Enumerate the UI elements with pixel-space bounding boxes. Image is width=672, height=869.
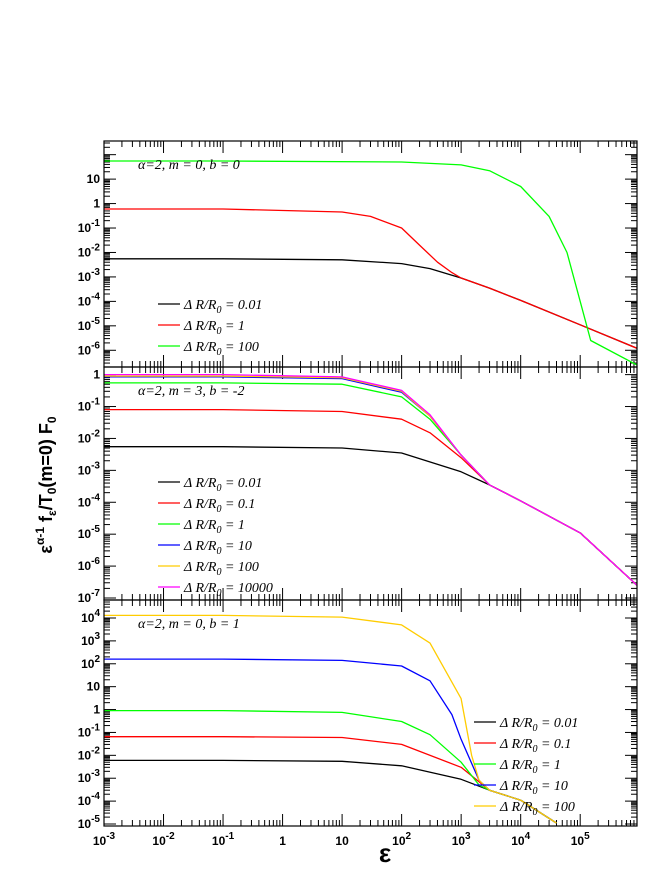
- legend: Δ R/R0 = 0.01 Δ R/R0 = 0.1 Δ R/R0 = 1 Δ R/R…: [474, 716, 578, 818]
- y-tick-label: 10-4: [78, 291, 101, 308]
- legend-entry: Δ R/R0 = 1: [499, 758, 561, 776]
- legend-entry: Δ R/R0 = 0.1: [499, 737, 571, 755]
- legend-entry: Δ R/R0 = 0.1: [183, 497, 255, 515]
- legend-entry: Δ R/R0 = 1: [183, 319, 245, 337]
- y-tick-label: 10-1: [78, 397, 101, 414]
- legend-entry: Δ R/R0 = 0.01: [499, 716, 578, 734]
- x-tick-label: 105: [571, 831, 590, 848]
- legend-entry: Δ R/R0 = 10000: [183, 581, 273, 599]
- x-tick-label: 10-1: [212, 831, 235, 848]
- y-tick-label: 10-2: [78, 242, 101, 259]
- y-tick-label: 10-4: [78, 791, 101, 808]
- x-tick-label: 104: [511, 831, 530, 848]
- series-line: [104, 759, 557, 824]
- legend-entry: Δ R/R0 = 0.01: [183, 476, 262, 494]
- x-tick-label: 10-3: [93, 831, 116, 848]
- panel-annotation: α=2, m = 3, b = -2: [138, 384, 244, 399]
- panel-annotation: α=2, m = 0, b = 0: [138, 158, 240, 173]
- y-title-part: 0: [45, 416, 59, 423]
- x-tick-label: 10: [335, 834, 349, 848]
- legend-entry: Δ R/R0 = 100: [183, 560, 259, 578]
- series-line: [104, 614, 557, 824]
- y-tick-label: 10-7: [78, 588, 101, 605]
- series-line: [104, 160, 637, 366]
- y-tick-label: 10-3: [78, 460, 101, 477]
- panel-middle: 1 10-1 10-2 10-3 10-4 10-5 10-6 10-7 α=2, m = 3,…: [78, 366, 638, 605]
- legend: Δ R/R0 = 0.01 Δ R/R0 = 0.1 Δ R/R0 = 1 Δ R/R…: [158, 476, 273, 599]
- legend-entry: Δ R/R0 = 100: [499, 800, 575, 818]
- series-line: [104, 373, 637, 586]
- x-tick-label: 1: [279, 834, 286, 848]
- panel-annotation: α=2, m = 0, b = 1: [138, 617, 240, 632]
- legend-entry: Δ R/R0 = 0.01: [183, 298, 262, 316]
- x-tick-label: 10-2: [152, 831, 175, 848]
- series-line: [104, 736, 557, 824]
- y-tick-label: 10-5: [78, 316, 101, 333]
- legend-entry: Δ R/R0 = 10: [183, 539, 252, 557]
- legend: Δ R/R0 = 0.01 Δ R/R0 = 1 Δ R/R0 = 100: [158, 298, 262, 358]
- y-tick-label: 10-6: [78, 556, 101, 573]
- y-tick-label: 10-6: [78, 340, 101, 357]
- y-tick-label: 1: [93, 197, 100, 211]
- y-title-part: ε: [36, 545, 56, 554]
- panel-top: 10 1 10-1 10-2 10-3 10-4 10-5 10-6 α=2, m = 0, b…: [78, 140, 638, 368]
- x-axis-tick-labels: 10-3 10-2 10-1 1 10 102 103 104 105: [93, 831, 590, 848]
- legend-entry: Δ R/R0 = 100: [183, 340, 259, 358]
- y-tick-label: 104: [81, 608, 100, 625]
- y-tick-label: 10: [87, 172, 101, 186]
- y-title-part: ε: [45, 510, 59, 516]
- y-tick-label: 10-3: [78, 768, 101, 785]
- plot-frame: [103, 599, 638, 827]
- x-tick-label: 102: [392, 831, 411, 848]
- y-tick-label: 1: [93, 368, 100, 382]
- y-tick-label: 103: [81, 631, 100, 648]
- y-title-part: /T: [36, 494, 56, 510]
- legend-entry: Δ R/R0 = 10: [499, 779, 568, 797]
- y-tick-label: 10-2: [78, 745, 101, 762]
- y-title-part: (m=0) F: [36, 423, 56, 488]
- legend-entry: Δ R/R0 = 1: [183, 518, 245, 536]
- x-tick-label: 103: [452, 831, 471, 848]
- series-line: [104, 658, 557, 824]
- y-tick-label: 10: [87, 680, 101, 694]
- y-tick-label: 10-5: [78, 814, 101, 831]
- y-tick-label: 1: [93, 703, 100, 717]
- y-title-part: 0: [45, 487, 59, 494]
- y-title-part: α-1: [33, 527, 47, 545]
- y-tick-label: 10-1: [78, 722, 101, 739]
- x-axis-title: ε: [379, 838, 391, 868]
- y-tick-label: 10-1: [78, 218, 101, 235]
- y-tick-label: 10-3: [78, 267, 101, 284]
- y-title-part: f: [36, 515, 56, 527]
- y-axis-title: εα-1 fε/T0(m=0) F0: [33, 416, 59, 554]
- y-tick-label: 102: [81, 654, 100, 671]
- series-line: [104, 208, 637, 349]
- y-tick-label: 10-4: [78, 492, 101, 509]
- y-tick-label: 10-5: [78, 524, 101, 541]
- y-tick-label: 10-2: [78, 428, 101, 445]
